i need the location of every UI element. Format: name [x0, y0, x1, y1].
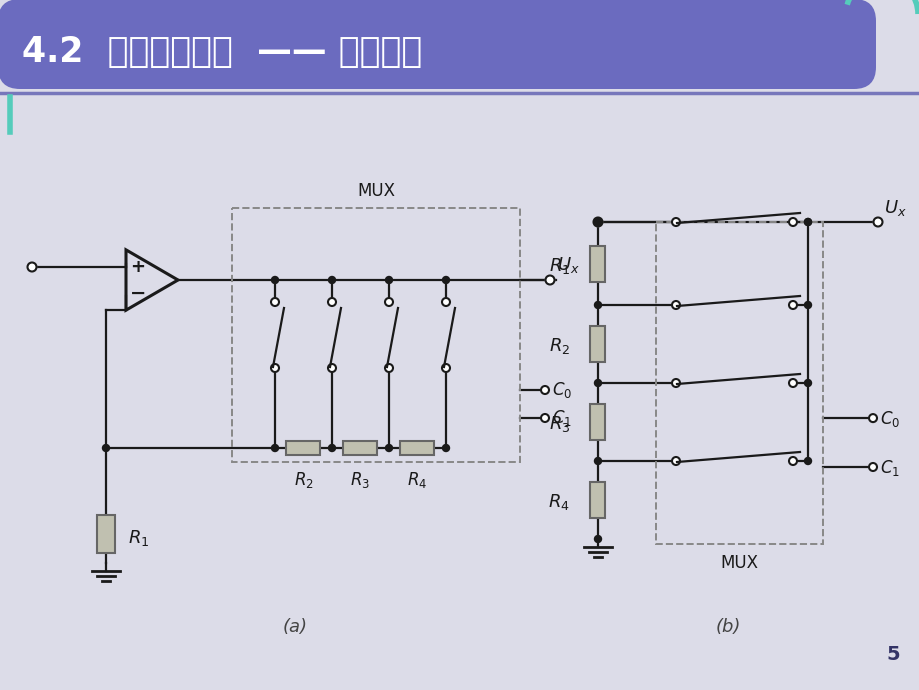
Circle shape: [328, 444, 335, 451]
Circle shape: [441, 298, 449, 306]
Circle shape: [789, 301, 796, 309]
Circle shape: [671, 301, 679, 309]
Text: $R_4$: $R_4$: [548, 492, 570, 512]
Circle shape: [868, 463, 876, 471]
Circle shape: [442, 277, 449, 284]
Text: −: −: [130, 284, 146, 302]
Circle shape: [594, 535, 601, 542]
Text: $C_1$: $C_1$: [551, 408, 572, 428]
Circle shape: [384, 364, 392, 372]
Circle shape: [593, 217, 602, 226]
Bar: [590, 326, 605, 362]
Circle shape: [671, 218, 679, 226]
Text: $C_0$: $C_0$: [879, 409, 899, 429]
Circle shape: [442, 444, 449, 451]
Circle shape: [271, 277, 278, 284]
Text: $C_0$: $C_0$: [551, 380, 572, 400]
Circle shape: [803, 219, 811, 226]
Circle shape: [594, 302, 601, 308]
Circle shape: [671, 379, 679, 387]
Text: (b): (b): [715, 618, 740, 636]
Circle shape: [328, 298, 335, 306]
Bar: [655, 222, 823, 544]
Circle shape: [271, 298, 278, 306]
Circle shape: [594, 457, 601, 464]
Circle shape: [803, 457, 811, 464]
Text: +: +: [130, 258, 145, 276]
Text: 5: 5: [885, 645, 899, 664]
Text: $R_2$: $R_2$: [293, 470, 313, 490]
Text: $R_1$: $R_1$: [128, 528, 149, 548]
Circle shape: [789, 218, 796, 226]
Circle shape: [540, 386, 549, 394]
Text: $R_1$: $R_1$: [548, 255, 570, 275]
Text: $R_3$: $R_3$: [350, 470, 370, 490]
Circle shape: [789, 379, 796, 387]
Bar: [286, 441, 320, 455]
Circle shape: [594, 219, 601, 226]
Circle shape: [441, 364, 449, 372]
Circle shape: [384, 298, 392, 306]
Text: (a): (a): [282, 618, 307, 636]
FancyBboxPatch shape: [0, 0, 875, 89]
Circle shape: [328, 277, 335, 284]
Text: $C_1$: $C_1$: [879, 458, 899, 478]
Bar: [590, 404, 605, 440]
Circle shape: [28, 262, 37, 271]
Circle shape: [803, 219, 811, 226]
Circle shape: [102, 444, 109, 451]
Bar: [96, 515, 115, 553]
Bar: [232, 208, 519, 462]
Circle shape: [872, 217, 881, 226]
Circle shape: [803, 380, 811, 386]
Text: MUX: MUX: [720, 554, 757, 572]
Text: $R_3$: $R_3$: [548, 414, 570, 434]
Bar: [400, 441, 434, 455]
Circle shape: [271, 364, 278, 372]
Circle shape: [545, 275, 554, 284]
Circle shape: [385, 444, 392, 451]
Bar: [590, 246, 605, 282]
Circle shape: [271, 444, 278, 451]
Text: $R_2$: $R_2$: [548, 336, 570, 356]
Circle shape: [594, 380, 601, 386]
Text: $U_x$: $U_x$: [883, 198, 906, 218]
Circle shape: [328, 364, 335, 372]
Text: 4.2  量程自动切换  —— 切换方法: 4.2 量程自动切换 —— 切换方法: [22, 35, 422, 69]
Text: MUX: MUX: [357, 182, 394, 200]
Text: $R_4$: $R_4$: [407, 470, 427, 490]
Circle shape: [789, 457, 796, 465]
Bar: [590, 482, 605, 518]
Circle shape: [803, 302, 811, 308]
Bar: [343, 441, 377, 455]
Text: $U_x$: $U_x$: [556, 255, 579, 275]
Circle shape: [671, 457, 679, 465]
Circle shape: [868, 414, 876, 422]
Circle shape: [385, 277, 392, 284]
Circle shape: [540, 414, 549, 422]
